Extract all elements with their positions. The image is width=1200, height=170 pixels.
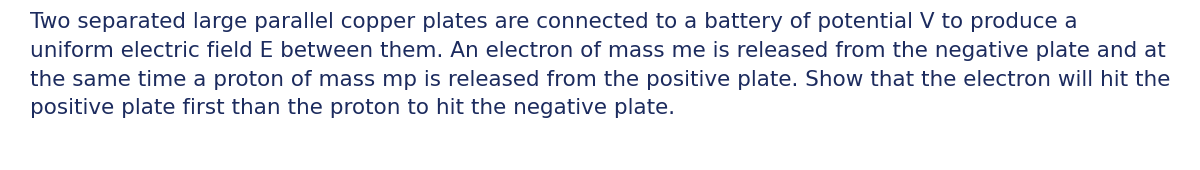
Text: Two separated large parallel copper plates are connected to a battery of potenti: Two separated large parallel copper plat… <box>30 12 1170 118</box>
